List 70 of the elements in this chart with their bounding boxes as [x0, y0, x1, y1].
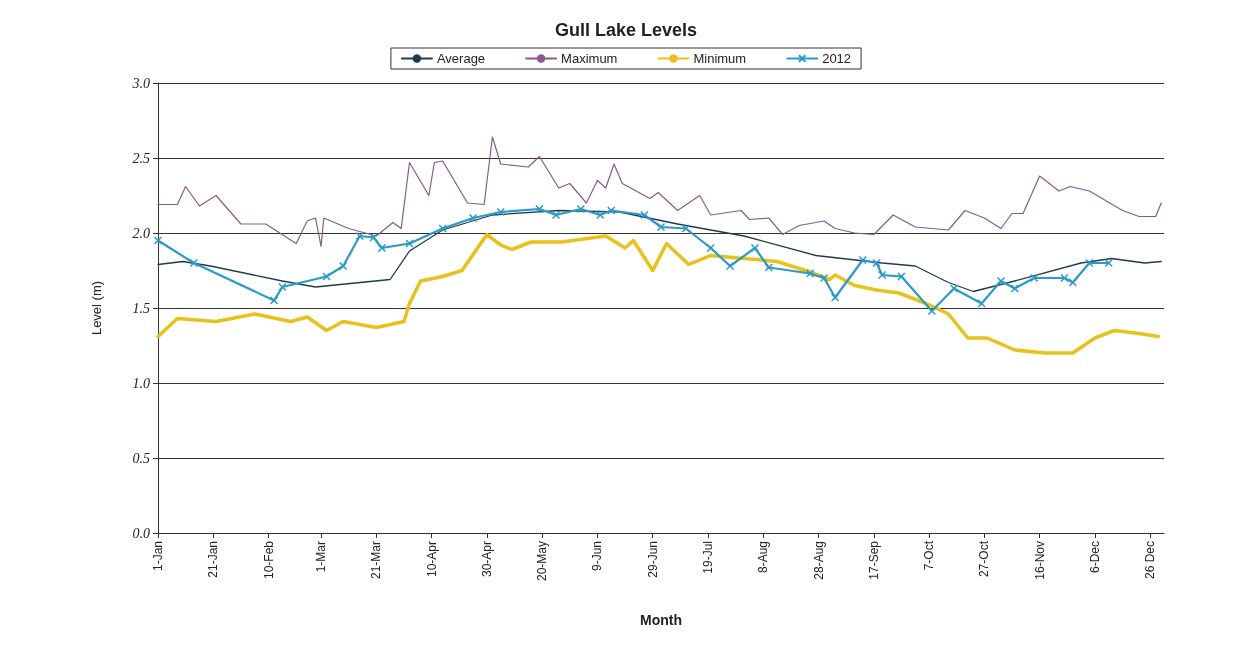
point	[1068, 278, 1078, 287]
point	[750, 243, 760, 253]
point	[996, 276, 1006, 286]
y-tick-label: 2.0	[132, 225, 150, 241]
point	[535, 204, 544, 214]
y-tick-label: 1.0	[132, 375, 150, 391]
x-tick-label: 1-Jan	[151, 541, 165, 572]
x-tick-label: 21-Mar	[369, 541, 384, 580]
x-tick-label: 29-Jun	[645, 541, 660, 578]
x-tick-label: 16-Nov	[1032, 541, 1047, 580]
legend-label: Average	[436, 51, 486, 66]
point	[656, 222, 666, 232]
point	[805, 269, 815, 278]
x-tick-label: 7-Oct	[922, 540, 937, 571]
point	[322, 272, 331, 281]
point	[706, 243, 715, 253]
x-tick-label: 9-Jun	[590, 541, 605, 572]
x-tick-label: 28-Aug	[811, 541, 826, 580]
point	[977, 299, 986, 308]
point	[1029, 273, 1039, 283]
legend-label: Maximum	[561, 51, 618, 66]
x-tick-label: 26 Dec	[1143, 541, 1158, 580]
point	[858, 255, 867, 265]
legend-label: Minimum	[693, 51, 747, 66]
x-tick-label: 10-Apr	[424, 541, 439, 578]
y-tick-label: 0.0	[132, 525, 150, 541]
x-tick-label: 1-Mar	[314, 541, 329, 573]
x-tick-label: 20-May	[535, 541, 550, 582]
point	[595, 210, 605, 220]
point	[1104, 258, 1113, 268]
x-tick-label: 10-Feb	[261, 540, 276, 580]
point	[897, 272, 906, 281]
point	[872, 258, 881, 268]
point	[468, 213, 478, 223]
point	[338, 261, 348, 271]
point	[1085, 258, 1094, 268]
point	[355, 231, 364, 241]
x-tick-label: 27-Oct	[977, 540, 992, 578]
x-tick-label: 19-Jul	[700, 541, 715, 574]
x-tick-label: 17-Sep	[866, 540, 881, 580]
point	[377, 243, 387, 253]
point	[640, 210, 649, 220]
point	[496, 207, 505, 217]
point	[949, 284, 959, 293]
y-tick-label: 3.0	[131, 75, 150, 91]
x-tick-label: 21-Jan	[206, 541, 221, 578]
legend-label: 2012	[822, 51, 852, 66]
point	[369, 233, 378, 242]
point	[830, 293, 840, 302]
point	[1060, 273, 1069, 283]
y-tick-label: 1.5	[132, 300, 150, 316]
point	[576, 204, 586, 214]
point	[681, 224, 691, 233]
point	[877, 270, 887, 280]
point	[405, 239, 414, 248]
x-tick-label: 8-Aug	[756, 541, 771, 574]
y-tick-label: 2.5	[132, 150, 150, 166]
point	[551, 210, 561, 220]
y-tick-label: 0.5	[132, 450, 150, 466]
x-tick-label: 30-Apr	[479, 541, 494, 578]
y-axis-title: Level (m)	[89, 280, 104, 336]
point	[819, 273, 829, 283]
chart-title: Gull Lake Levels	[554, 20, 698, 40]
point	[438, 224, 447, 233]
point	[725, 261, 735, 271]
point	[1010, 284, 1020, 293]
x-axis-title: Month	[640, 612, 682, 628]
x-tick-label: 6-Dec	[1087, 541, 1102, 574]
point	[607, 206, 616, 215]
point	[764, 263, 774, 272]
